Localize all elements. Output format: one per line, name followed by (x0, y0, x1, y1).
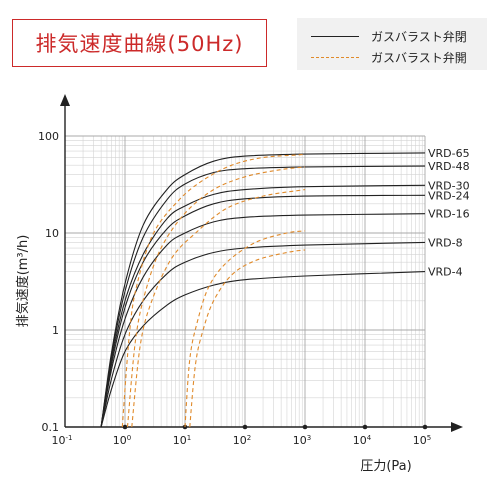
series-line-dashed-11 (189, 249, 306, 428)
x-tick-dot (422, 424, 428, 430)
series-label: VRD-8 (428, 236, 463, 249)
series-line-vrd-16 (100, 213, 426, 428)
y-tick-label: 0.1 (42, 421, 60, 434)
x-tick-label: 101 (173, 434, 191, 447)
series-label: VRD-4 (428, 266, 463, 279)
legend-item-dashed: ガスバラスト弁開 (311, 49, 467, 66)
x-tick-label: 105 (413, 434, 431, 447)
series-line-dashed-8 (126, 166, 306, 428)
x-tick-label: 100 (113, 434, 131, 447)
series-label: VRD-16 (428, 208, 470, 221)
x-tick-label: 103 (293, 434, 311, 447)
series-line-vrd-65 (100, 152, 426, 428)
legend-solid-label: ガスバラスト弁閉 (371, 30, 467, 44)
x-tick-label: 10-1 (52, 434, 73, 447)
legend: ガスバラスト弁閉 ガスバラスト弁開 (297, 18, 487, 70)
series-label: VRD-30 (428, 179, 470, 192)
x-tick-label: 102 (233, 434, 251, 447)
y-tick-label: 10 (45, 227, 59, 240)
x-tick-dot (242, 424, 248, 430)
series-line-vrd-4 (100, 271, 426, 428)
x-axis-label: 圧力(Pa) (360, 459, 411, 474)
series-group (100, 152, 426, 428)
legend-item-solid: ガスバラスト弁閉 (311, 28, 467, 45)
series-line-vrd-8 (100, 241, 426, 428)
x-tick-dot (122, 424, 128, 430)
series-line-dashed-7 (121, 153, 306, 428)
series-label: VRD-24 (428, 189, 470, 202)
y-axis-arrow (60, 94, 70, 106)
labels-group: 10-1 100 101 102 103 104 105 0.1 1 10 100 圧力(Pa) 排気速… (15, 130, 470, 474)
y-tick-label: 100 (38, 130, 59, 143)
x-tick-label: 104 (353, 434, 372, 447)
series-line-dashed-9 (131, 189, 306, 428)
x-tick-dot (302, 424, 308, 430)
legend-solid-swatch (311, 36, 359, 37)
legend-dashed-swatch (311, 57, 359, 58)
series-label: VRD-65 (428, 147, 470, 160)
x-axis-arrow (451, 422, 463, 432)
series-line-vrd-30 (100, 184, 426, 428)
axes (60, 94, 463, 432)
chart-title: 排気速度曲線(50Hz) (12, 19, 267, 67)
series-label: VRD-48 (428, 160, 470, 173)
series-line-dashed-10 (184, 230, 306, 428)
legend-dashed-label: ガスバラスト弁開 (371, 51, 467, 65)
series-line-vrd-48 (100, 165, 426, 428)
series-line-vrd-24 (100, 194, 426, 428)
y-axis-label: 排気速度(m³/h) (15, 235, 31, 328)
x-tick-dot (362, 424, 368, 430)
y-tick-label: 1 (52, 324, 59, 337)
